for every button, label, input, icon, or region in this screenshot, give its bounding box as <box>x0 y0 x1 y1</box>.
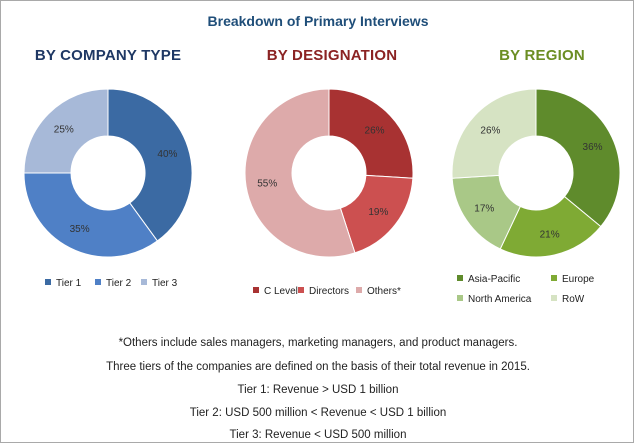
legend-item-row: RoW <box>551 294 584 305</box>
legend-item-europe: Europe <box>551 274 594 285</box>
legend-label: Europe <box>562 274 595 285</box>
slice-value-label: 55% <box>257 178 277 189</box>
legend-label: Tier 1 <box>56 278 82 289</box>
legend-label: Tier 2 <box>106 278 132 289</box>
slice-value-label: 21% <box>540 229 560 240</box>
company-type-donut: 40% 35% 25% <box>23 88 193 258</box>
legend-item-tier-1: Tier 1 <box>45 278 81 289</box>
designation-title: BY DESIGNATION <box>266 47 398 64</box>
legend-swatch <box>457 295 463 301</box>
slice-value-label: 40% <box>157 149 177 160</box>
legend-swatch <box>551 275 557 281</box>
legend-label: C Level <box>264 286 298 297</box>
legend-swatch <box>356 287 362 293</box>
legend-label: North America <box>468 294 532 305</box>
footnote-tiers: Three tiers of the companies are defined… <box>106 361 530 373</box>
legend-item-tier-2: Tier 2 <box>95 278 131 289</box>
footnote-tier-3: Tier 3: Revenue < USD 500 million <box>229 429 407 441</box>
legend-label: Others* <box>367 286 401 297</box>
donut-slice-tier-1 <box>107 88 193 242</box>
slice-value-label: 35% <box>70 224 90 235</box>
chart-title: Breakdown of Primary Interviews <box>207 13 429 29</box>
donut-slice-row <box>451 88 537 179</box>
legend-swatch <box>551 295 557 301</box>
legend-label: Directors <box>309 286 350 297</box>
slice-value-label: 26% <box>480 126 500 137</box>
legend-item-c-level: C Level <box>253 286 298 297</box>
slice-value-label: 25% <box>54 124 74 135</box>
donut-slice-directors <box>339 174 414 254</box>
donut-slice-tier-2 <box>23 172 159 258</box>
donut-slice-others <box>244 88 356 258</box>
slice-value-label: 26% <box>365 126 385 137</box>
donut-slice-europe <box>499 195 602 258</box>
legend-item-north-america: North America <box>457 294 531 305</box>
legend-item-asia-pacific: Asia-Pacific <box>457 274 520 285</box>
legend-swatch <box>141 279 147 285</box>
footnote-tier-2: Tier 2: USD 500 million < Revenue < USD … <box>189 407 447 419</box>
legend-label: Asia-Pacific <box>468 274 521 285</box>
footnote-tier-1: Tier 1: Revenue > USD 1 billion <box>237 384 399 396</box>
donut-slice-c-level <box>328 88 414 179</box>
legend-item-tier-3: Tier 3 <box>141 278 177 289</box>
company-type-title: BY COMPANY TYPE <box>34 47 182 64</box>
slice-value-label: 17% <box>474 204 494 215</box>
legend-label: Tier 3 <box>152 278 178 289</box>
legend-item-others: Others* <box>356 286 401 297</box>
legend-swatch <box>95 279 101 285</box>
region-title: BY REGION <box>499 47 585 64</box>
legend-swatch <box>253 287 259 293</box>
legend-item-directors: Directors <box>298 286 349 297</box>
legend-swatch <box>457 275 463 281</box>
donut-slice-tier-3 <box>23 88 109 174</box>
donut-slice-asia-pacific <box>535 88 621 228</box>
designation-donut: 26% 19% 55% <box>244 88 414 258</box>
region-donut: 36% 21% 17% 26% <box>451 88 621 258</box>
legend-swatch <box>45 279 51 285</box>
slice-value-label: 36% <box>583 142 603 153</box>
legend-swatch <box>298 287 304 293</box>
legend-label: RoW <box>562 294 585 305</box>
footnote-others: *Others include sales managers, marketin… <box>118 337 518 349</box>
slice-value-label: 19% <box>368 207 388 218</box>
